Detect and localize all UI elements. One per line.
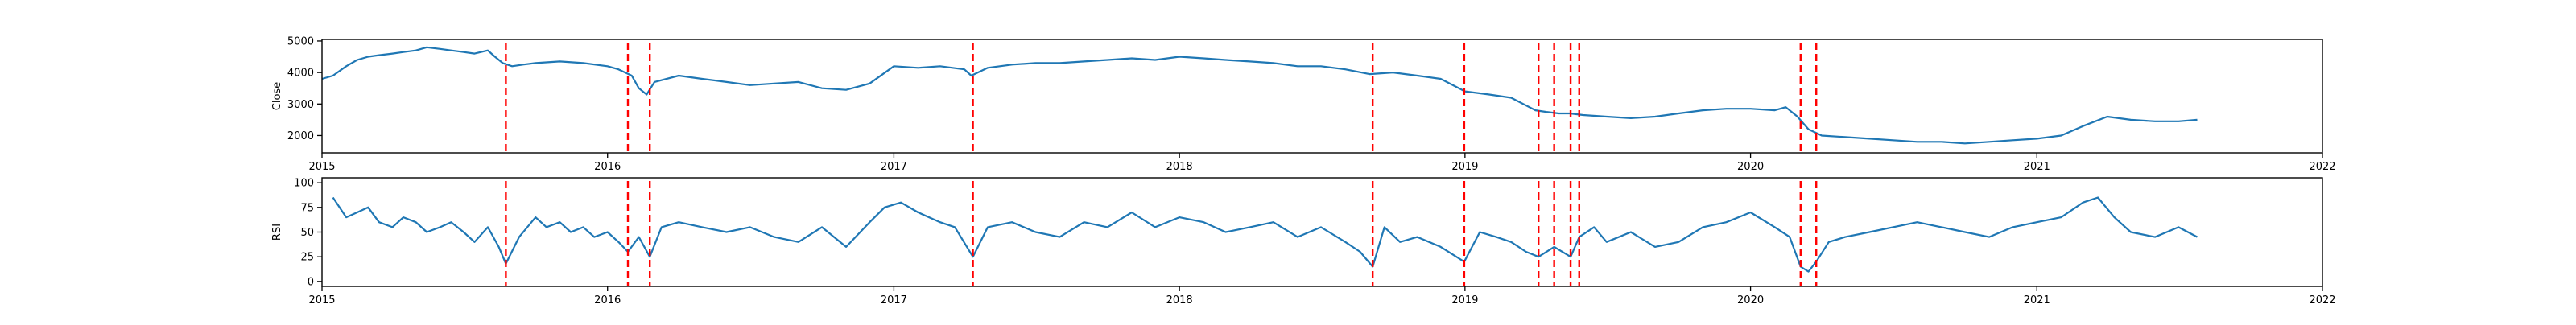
panel-1-xtick-label: 2020: [1737, 161, 1764, 173]
panel-2-xtick-label: 2021: [2024, 294, 2050, 306]
panel-1-xtick-label: 2022: [2309, 161, 2335, 173]
panel-1-ytick-label: 3000: [287, 99, 314, 111]
panel-1-xtick-label: 2015: [308, 161, 335, 173]
panel-2-xtick-label: 2017: [881, 294, 907, 306]
panel-2-ytick-label: 50: [300, 227, 314, 239]
panel-1-axes-frame: [321, 39, 2323, 154]
panel-2-ytick-label: 25: [300, 252, 314, 264]
panel-2-ylabel: RSI: [271, 224, 283, 241]
panel-1-close: 2000 3000 4000 5000 2015 2016 2017 2018 2019 2020…: [271, 35, 2336, 173]
panel-1-xtick-label: 2017: [881, 161, 907, 173]
panel-2-axes-frame: [321, 177, 2323, 287]
panel-2-xtick-label: 2016: [594, 294, 621, 306]
panel-2-ytick-label: 75: [300, 202, 314, 214]
panel-2-ytick-label: 100: [294, 178, 314, 190]
panel-1-xtick-label: 2019: [1451, 161, 1478, 173]
panel-2-xtick-label: 2015: [308, 294, 335, 306]
panel-1-ytick-label: 2000: [287, 130, 314, 142]
panel-1-series-line: [321, 46, 2198, 145]
panel-2-xtick-label: 2020: [1737, 294, 1764, 306]
panel-2-series-line: [332, 196, 2198, 273]
panel-1-xtick-label: 2021: [2024, 161, 2050, 173]
panel-2-xtick-label: 2019: [1451, 294, 1478, 306]
panel-2-xtick-label: 2018: [1166, 294, 1193, 306]
panel-2-ytick-label: 0: [308, 276, 314, 288]
panel-1-xtick-label: 2016: [594, 161, 621, 173]
panel-1-ytick-label: 5000: [287, 35, 314, 47]
panel-1-ylabel: Close: [271, 82, 283, 110]
panel-1-xtick-label: 2018: [1166, 161, 1193, 173]
panel-2-rsi: 0 25 50 75 100 2015 2016 2017 2018 2019 2020 2021 20…: [271, 177, 2336, 306]
panel-1-ytick-label: 4000: [287, 68, 314, 80]
panel-2-xtick-label: 2022: [2309, 294, 2335, 306]
